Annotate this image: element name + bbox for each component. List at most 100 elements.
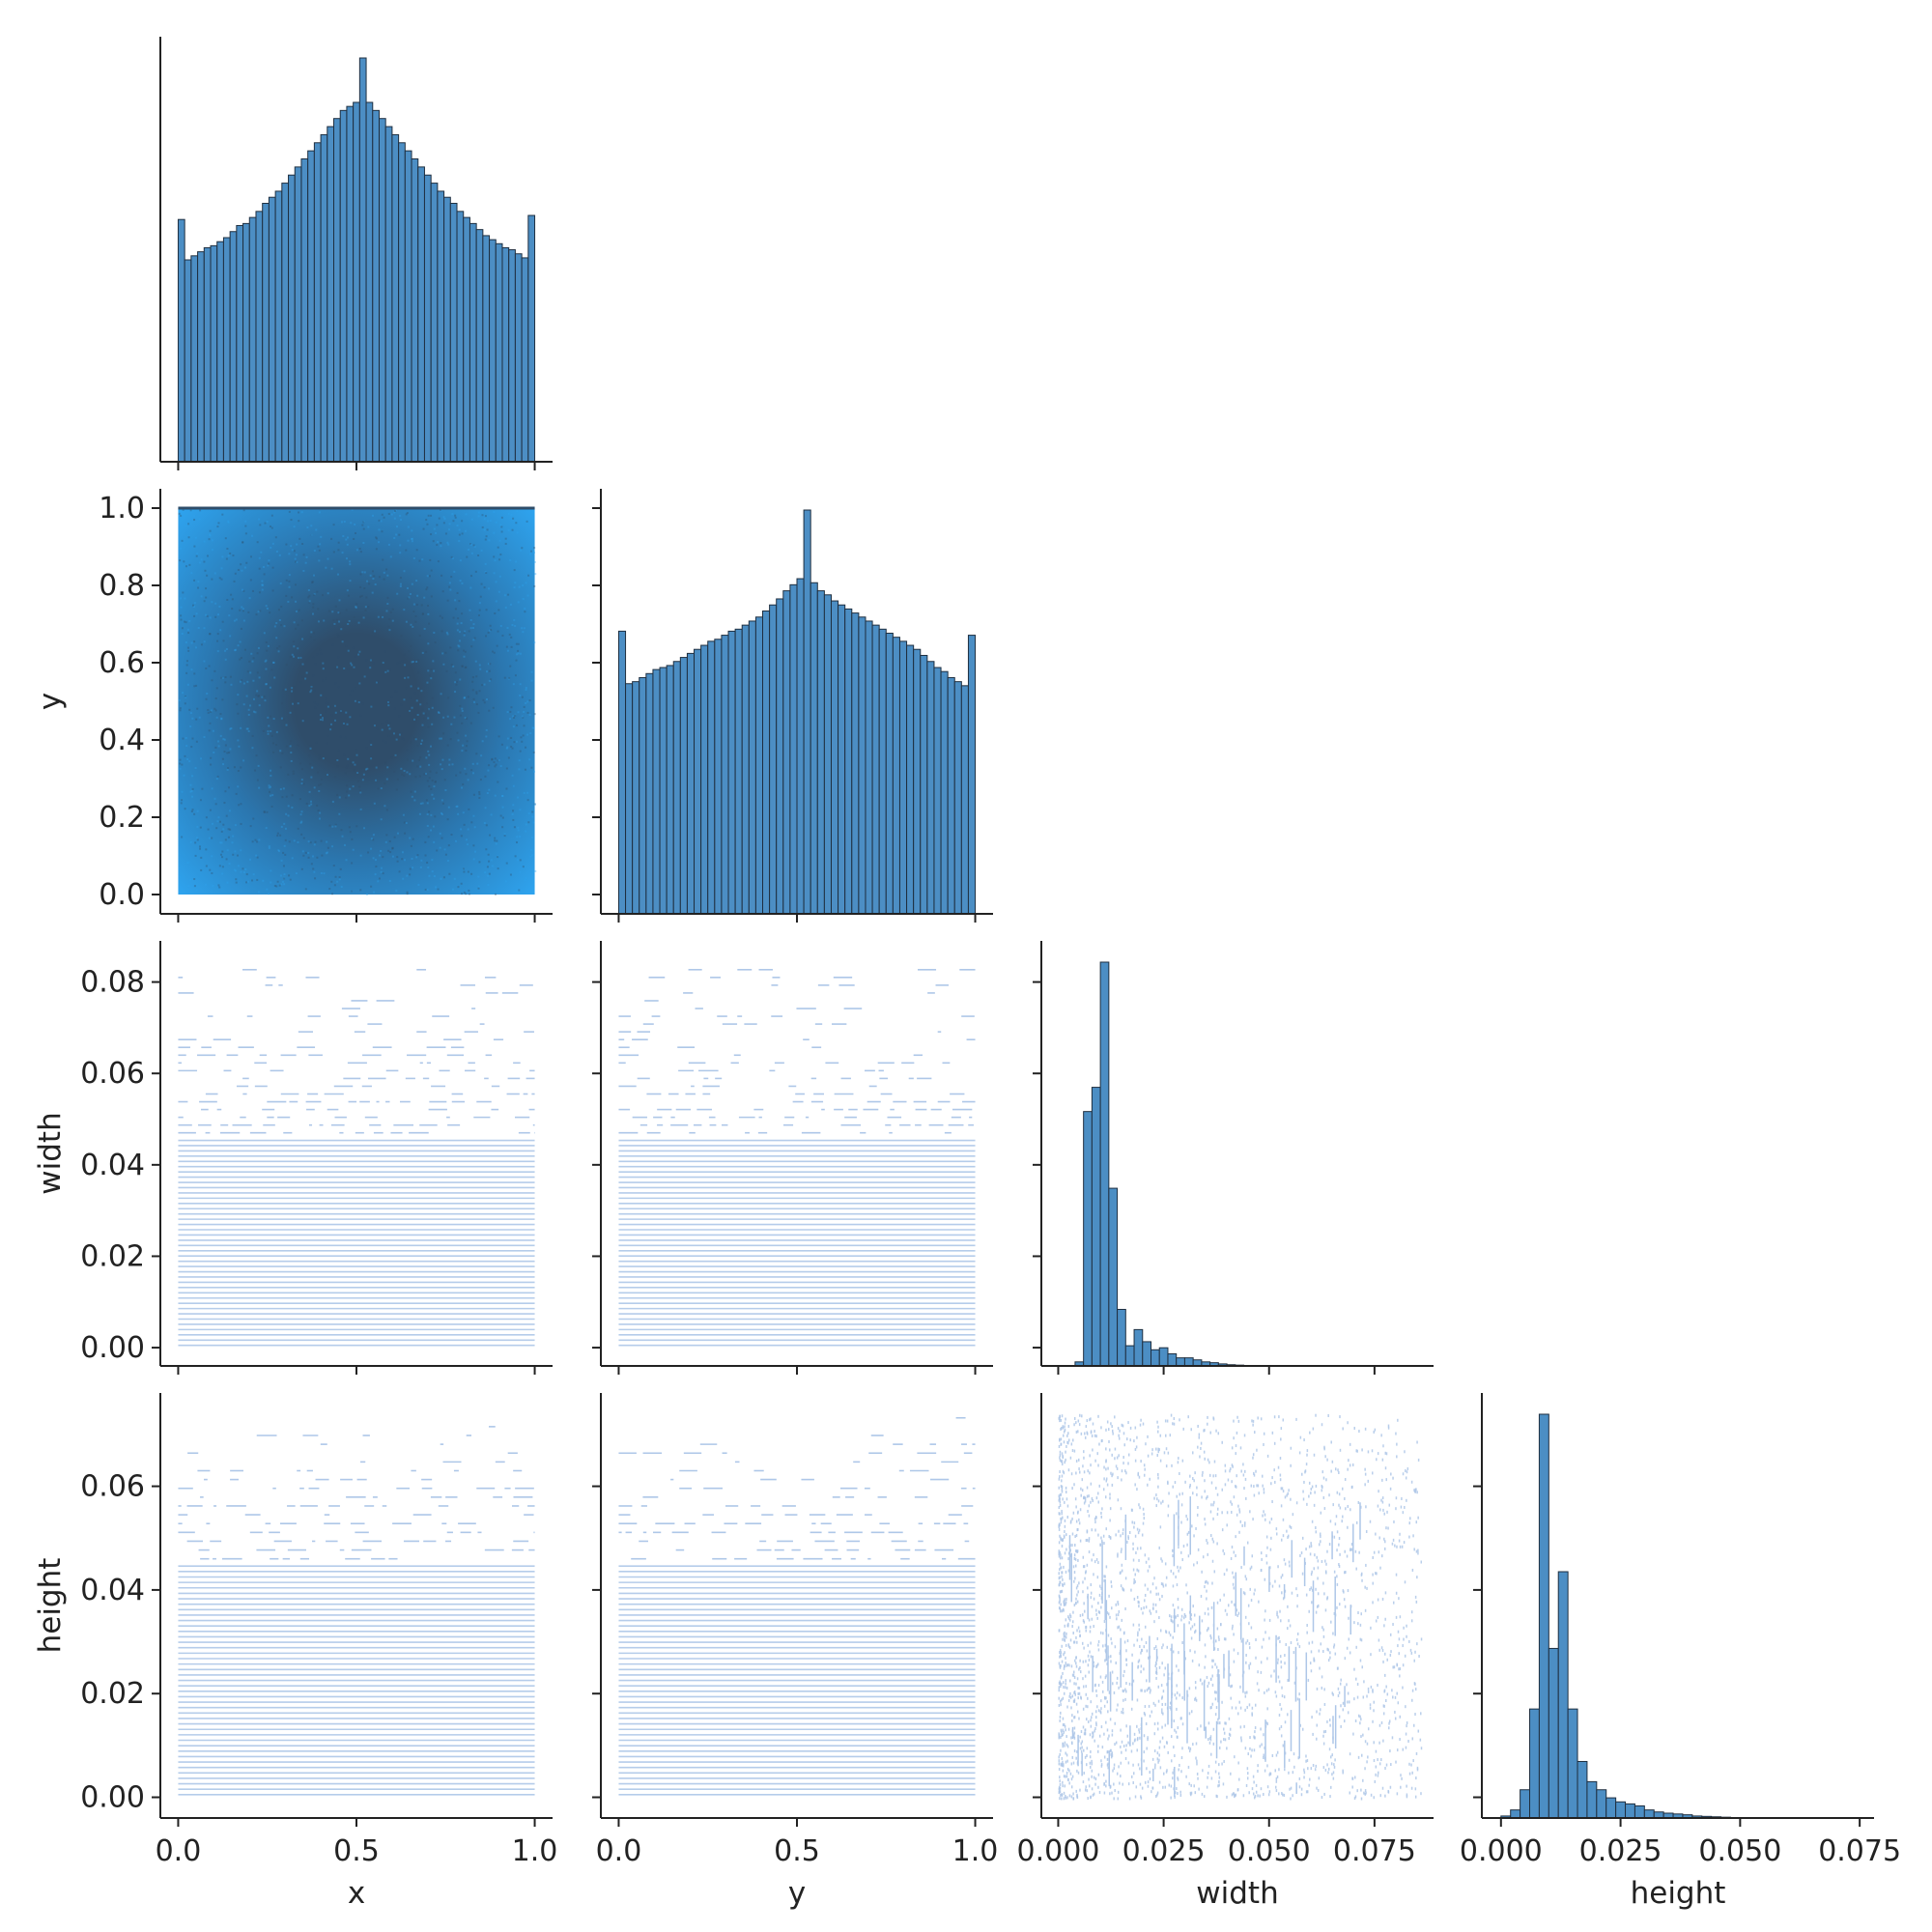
density-point xyxy=(215,716,218,719)
data-point xyxy=(1375,1619,1378,1623)
density-point xyxy=(359,714,362,717)
density-point xyxy=(280,717,283,720)
data-point xyxy=(1266,1764,1268,1768)
hist-bar xyxy=(307,150,315,463)
density-point xyxy=(283,873,286,876)
density-point xyxy=(178,699,181,702)
data-point xyxy=(1174,1481,1177,1485)
data-point xyxy=(1105,1467,1107,1471)
density-point xyxy=(442,876,445,879)
data-point xyxy=(1327,1414,1329,1418)
density-point xyxy=(517,829,520,832)
data-point xyxy=(1288,1758,1291,1762)
data-point xyxy=(1355,1645,1357,1649)
density-point xyxy=(520,736,523,739)
density-point xyxy=(417,670,420,673)
data-point xyxy=(1121,1423,1123,1427)
data-point xyxy=(1106,1662,1108,1665)
density-point xyxy=(471,680,474,683)
density-point xyxy=(308,754,311,757)
data-point xyxy=(1169,1614,1171,1618)
data-point xyxy=(1282,1597,1285,1601)
data-point xyxy=(1234,1603,1236,1606)
density-point xyxy=(347,668,350,671)
density-point xyxy=(405,822,408,825)
data-point xyxy=(1290,1641,1293,1645)
data-point xyxy=(1417,1551,1419,1555)
data-point xyxy=(1193,1613,1196,1617)
hist-bar xyxy=(953,681,962,915)
data-point xyxy=(1065,1533,1067,1537)
density-point xyxy=(495,763,497,766)
data-point xyxy=(1061,1512,1063,1516)
density-point xyxy=(190,746,193,749)
data-point xyxy=(1060,1736,1062,1740)
density-point xyxy=(365,760,368,763)
hist-bar xyxy=(281,183,290,463)
data-point xyxy=(1107,1710,1109,1714)
data-point xyxy=(1116,1617,1118,1621)
density-point xyxy=(500,743,503,746)
density-point xyxy=(257,646,260,649)
data-point xyxy=(1106,1728,1109,1732)
density-point xyxy=(288,574,291,577)
data-point xyxy=(1395,1432,1397,1435)
data-point xyxy=(1167,1514,1170,1518)
data-point xyxy=(1306,1790,1309,1794)
data-point xyxy=(1194,1471,1196,1475)
data-point xyxy=(1277,1658,1279,1662)
density-point xyxy=(227,786,230,789)
data-point xyxy=(1068,1618,1071,1622)
density-point xyxy=(310,803,313,806)
hist-bar xyxy=(734,628,743,915)
density-point xyxy=(453,570,456,573)
density-point xyxy=(521,696,524,698)
density-point xyxy=(373,575,376,578)
density-point xyxy=(312,867,315,870)
data-point xyxy=(1172,1771,1174,1775)
density-point xyxy=(353,769,355,772)
density-point xyxy=(403,609,406,611)
data-point xyxy=(1350,1548,1353,1551)
data-point xyxy=(1076,1549,1078,1553)
data-point xyxy=(1121,1710,1122,1714)
data-point xyxy=(1254,1431,1256,1435)
density-point xyxy=(224,676,227,679)
density-point xyxy=(466,745,469,748)
data-point xyxy=(1280,1734,1283,1738)
density-point xyxy=(235,618,238,621)
data-point xyxy=(1058,1506,1061,1510)
data-point xyxy=(1381,1649,1384,1653)
density-point xyxy=(509,718,512,721)
data-point xyxy=(1315,1764,1318,1768)
density-point xyxy=(398,715,401,718)
data-point xyxy=(1090,1700,1093,1704)
density-point xyxy=(261,696,264,698)
density-point xyxy=(345,711,348,714)
data-point xyxy=(1146,1679,1148,1683)
data-point xyxy=(1373,1700,1376,1704)
density-point xyxy=(512,517,515,520)
hist-bar xyxy=(463,216,470,463)
density-point xyxy=(279,750,282,753)
data-point xyxy=(1215,1665,1218,1669)
data-point xyxy=(1322,1634,1325,1638)
data-point xyxy=(1088,1539,1091,1543)
data-point xyxy=(1082,1725,1085,1729)
density-point xyxy=(458,528,461,531)
density-point xyxy=(439,614,441,617)
density-point xyxy=(522,631,525,634)
data-point xyxy=(1065,1751,1066,1755)
density-point xyxy=(320,783,323,786)
density-point xyxy=(316,653,319,656)
density-point xyxy=(315,741,318,744)
density-point xyxy=(386,669,389,672)
data-point xyxy=(1136,1738,1139,1742)
density-point xyxy=(487,631,490,634)
density-point xyxy=(210,709,213,712)
density-point xyxy=(342,722,345,724)
density-point xyxy=(208,837,211,839)
data-point xyxy=(1324,1559,1326,1563)
data-point xyxy=(1233,1436,1235,1440)
data-point xyxy=(1059,1599,1061,1603)
